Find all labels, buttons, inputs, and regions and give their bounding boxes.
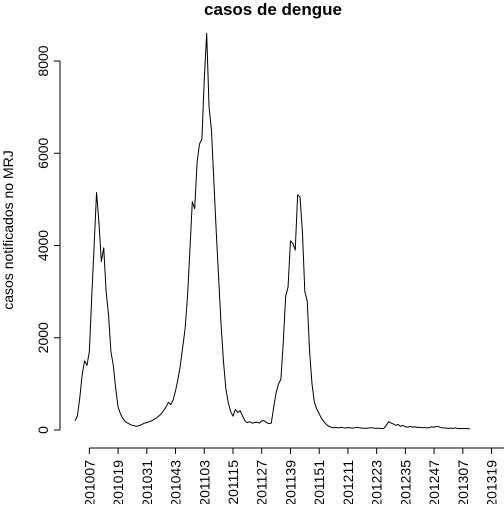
x-tick-label: 201307 xyxy=(455,460,471,504)
y-tick-label: 6000 xyxy=(35,137,51,168)
y-tick-label: 0 xyxy=(35,426,51,434)
x-tick-label: 201127 xyxy=(254,460,270,504)
x-tick-label: 201235 xyxy=(397,460,413,504)
x-tick-label: 201115 xyxy=(225,460,241,504)
x-tick-label: 201223 xyxy=(369,460,385,504)
series-layer xyxy=(74,32,471,430)
chart-title: casos de dengue xyxy=(204,0,342,19)
x-tick-label: 201211 xyxy=(340,460,356,504)
x-axis: 201007 201019 201031 201043 201103 201115 2011… xyxy=(81,447,504,507)
x-tick-label: 201031 xyxy=(139,460,155,504)
series-line xyxy=(74,32,471,430)
x-tick-label: 201151 xyxy=(311,460,327,504)
x-tick-label: 201007 xyxy=(81,460,97,504)
y-axis-label: casos notificados no MRJ xyxy=(0,150,16,310)
y-tick-label: 8000 xyxy=(35,45,51,76)
x-tick-label: 201139 xyxy=(282,460,298,504)
y-tick-label: 4000 xyxy=(35,230,51,261)
y-tick-label: 2000 xyxy=(35,322,51,353)
x-tick-label: 201247 xyxy=(426,460,442,504)
y-axis: 0 2000 4000 6000 8000 xyxy=(35,45,61,434)
x-tick-label: 201103 xyxy=(196,460,212,504)
x-tick-label: 201019 xyxy=(110,460,126,504)
x-tick-label: 201043 xyxy=(168,460,184,504)
x-tick-label: 201319 xyxy=(484,460,500,504)
